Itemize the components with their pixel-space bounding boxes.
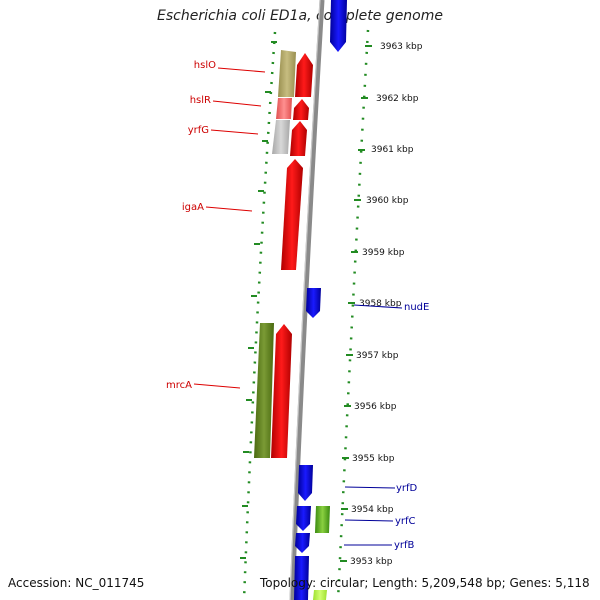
leader-line xyxy=(217,67,266,73)
map-title: Escherichia coli ED1a, complete genome xyxy=(157,8,443,24)
kbp-label: 3956 kbp xyxy=(354,402,397,412)
genome-backbone xyxy=(289,0,325,600)
cog-feature-hslR xyxy=(276,98,292,119)
gene-label-mrcA[interactable]: mrcA xyxy=(166,380,192,391)
left-gene-labels: hslO hslR yrfG igaA mrcA xyxy=(166,60,266,391)
cog-feature-mrcA xyxy=(254,323,274,458)
gene-hslO[interactable] xyxy=(295,53,313,97)
cog-feature-hslO xyxy=(278,50,296,97)
kbp-label: 3963 kbp xyxy=(380,42,423,52)
leader-line xyxy=(353,304,403,309)
right-scale-dots xyxy=(336,29,370,600)
cog-feature-yrfG xyxy=(272,120,290,154)
cog-feature-yrfC xyxy=(315,506,330,533)
gene-label-yrfG[interactable]: yrfG xyxy=(188,125,209,136)
genome-backbone-highlight xyxy=(289,0,321,600)
kbp-label: 3959 kbp xyxy=(362,248,405,258)
reverse-gene-yrfD[interactable] xyxy=(298,465,313,501)
leader-line xyxy=(344,519,394,522)
gene-igaA[interactable] xyxy=(281,159,303,270)
leader-line xyxy=(210,129,259,135)
reverse-gene-top[interactable] xyxy=(330,0,347,52)
kbp-label: 3962 kbp xyxy=(376,94,419,104)
gene-label-yrfD[interactable]: yrfD xyxy=(396,483,418,494)
kbp-label: 3960 kbp xyxy=(366,196,409,206)
leader-line xyxy=(205,206,253,212)
reverse-gene-yrfB[interactable] xyxy=(295,533,310,553)
left-scale-ticks xyxy=(240,41,277,559)
kbp-label: 3953 kbp xyxy=(350,557,393,567)
reverse-gene-nudE[interactable] xyxy=(306,288,321,318)
kbp-labels: 3963 kbp 3962 kbp 3961 kbp 3960 kbp 3959… xyxy=(350,42,423,567)
right-scale-ticks xyxy=(340,45,372,562)
reverse-gene-bottom[interactable] xyxy=(294,556,309,600)
kbp-label: 3958 kbp xyxy=(359,299,402,309)
gene-hslR[interactable] xyxy=(293,99,309,120)
kbp-label: 3955 kbp xyxy=(352,454,395,464)
gene-mrcA[interactable] xyxy=(271,324,292,458)
kbp-label: 3957 kbp xyxy=(356,351,399,361)
gene-label-hslO[interactable]: hslO xyxy=(194,60,216,71)
left-scale-dots xyxy=(242,31,277,600)
gene-label-yrfB[interactable]: yrfB xyxy=(394,540,415,551)
gene-yrfG[interactable] xyxy=(290,121,307,156)
accession-text: Accession: NC_011745 xyxy=(8,576,145,590)
right-gene-labels: nudE yrfD yrfC yrfB xyxy=(344,302,429,551)
reverse-gene-yrfC[interactable] xyxy=(296,506,311,531)
leader-line xyxy=(212,100,262,107)
gene-label-hslR[interactable]: hslR xyxy=(190,95,211,106)
gene-label-nudE[interactable]: nudE xyxy=(404,302,429,313)
gene-label-yrfC[interactable]: yrfC xyxy=(395,516,416,527)
kbp-label: 3954 kbp xyxy=(351,505,394,515)
cog-feature-bottom xyxy=(313,590,327,600)
gene-label-igaA[interactable]: igaA xyxy=(182,202,204,213)
genome-summary-text: Topology: circular; Length: 5,209,548 bp… xyxy=(260,576,590,590)
kbp-label: 3961 kbp xyxy=(371,145,414,155)
leader-line xyxy=(344,486,396,489)
leader-line xyxy=(193,383,241,389)
